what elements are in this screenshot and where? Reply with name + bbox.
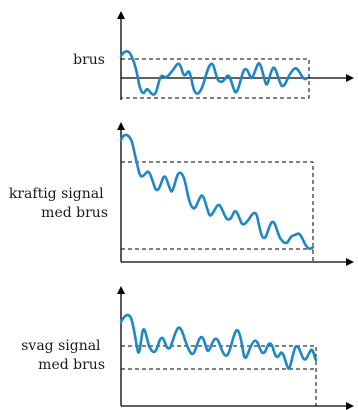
panel-strong-signal: kraftig signal med brus bbox=[9, 122, 354, 266]
weak-upper-envelope-line bbox=[121, 345, 317, 406]
panel-noise-label-line-1: brus bbox=[73, 52, 105, 68]
panel-noise-label: brus bbox=[73, 52, 105, 68]
strong-upper-envelope-line bbox=[121, 161, 314, 262]
panel-strong-label-line-1: kraftig signal bbox=[9, 186, 104, 202]
panel-strong-label-line-2: med brus bbox=[41, 205, 108, 221]
panel-weak-label-line-1: svag signal bbox=[21, 338, 101, 354]
panel-weak-signal: svag signal med brus bbox=[21, 286, 354, 410]
noise-signal-curve bbox=[119, 50, 308, 96]
panel-weak-label-line-2: med brus bbox=[38, 357, 105, 373]
strong-signal-curve bbox=[119, 133, 315, 250]
panel-weak-label: svag signal med brus bbox=[21, 338, 105, 373]
panel-strong-label: kraftig signal med brus bbox=[9, 186, 108, 221]
noise-envelope-lines bbox=[121, 58, 310, 99]
panel-noise: brus bbox=[73, 11, 354, 100]
weak-signal-curve bbox=[119, 313, 318, 370]
